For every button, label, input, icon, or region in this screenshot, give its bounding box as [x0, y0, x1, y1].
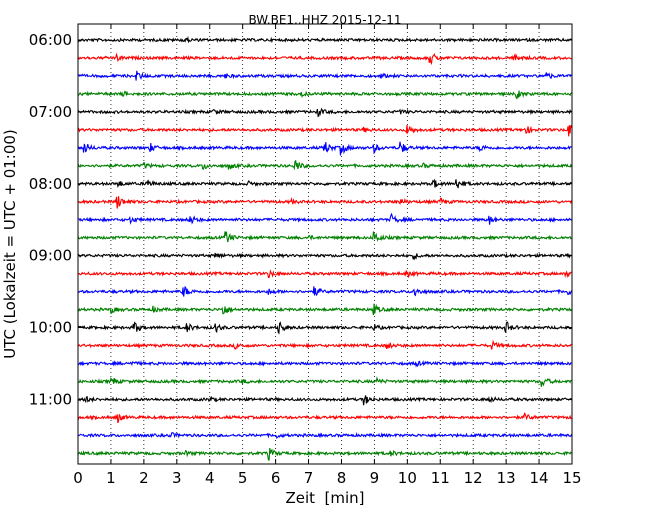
trace-row — [77, 285, 573, 297]
x-tick-label: 6 — [271, 469, 281, 487]
trace-row — [77, 303, 572, 316]
x-tick-label: 4 — [205, 469, 215, 487]
x-tick-label: 5 — [238, 469, 248, 487]
trace-row — [77, 412, 572, 424]
chart-title: BW.BE1..HHZ 2015-12-11 — [248, 13, 401, 27]
x-tick-label: 9 — [370, 469, 380, 487]
x-tick-label: 3 — [172, 469, 182, 487]
grid-lines — [110, 24, 540, 464]
trace-row — [78, 196, 573, 209]
trace-row — [77, 159, 573, 171]
x-tick-label: 14 — [530, 469, 549, 487]
trace-row — [77, 70, 572, 81]
trace-row — [77, 252, 572, 261]
trace-row — [77, 212, 572, 225]
trace-row — [77, 35, 572, 44]
trace-row — [77, 360, 572, 368]
y-tick-label: 08:00 — [29, 175, 72, 193]
y-axis-label: UTC (Lokalzeit = UTC + 01:00) — [1, 129, 19, 359]
x-tick-label: 2 — [139, 469, 149, 487]
x-tick-label: 8 — [337, 469, 347, 487]
plot-frame — [77, 23, 573, 465]
x-tick-label: 1 — [106, 469, 116, 487]
y-tick-label: 09:00 — [29, 247, 72, 265]
trace-row — [77, 125, 573, 137]
x-tick-label: 10 — [398, 469, 417, 487]
x-tick-label: 0 — [73, 469, 83, 487]
trace-row — [77, 339, 572, 350]
trace-row — [77, 178, 572, 189]
trace-row — [77, 107, 572, 118]
trace-row — [77, 269, 572, 279]
x-tick-label: 15 — [562, 469, 581, 487]
trace-row — [77, 52, 572, 66]
x-tick-label: 12 — [464, 469, 483, 487]
trace-row — [77, 141, 572, 156]
trace-row — [77, 447, 572, 461]
x-axis-ticks: 0 1 2 3 4 5 6 7 8 9 10 11 12 13 14 15 — [73, 24, 582, 487]
trace-row — [77, 432, 573, 439]
trace-row — [77, 321, 572, 335]
trace-row — [77, 376, 572, 387]
x-tick-label: 7 — [304, 469, 314, 487]
x-axis-label: Zeit [min] — [285, 489, 364, 507]
trace-row — [77, 395, 572, 406]
x-tick-label: 13 — [497, 469, 516, 487]
y-tick-label: 10:00 — [29, 319, 72, 337]
trace-row — [77, 90, 572, 100]
trace-row — [77, 230, 572, 243]
y-tick-label: 11:00 — [29, 390, 72, 408]
trace-rows — [77, 35, 573, 461]
y-axis-ticks: 06:00 07:00 08:00 09:00 10:00 11:00 — [29, 31, 572, 408]
x-tick-label: 11 — [431, 469, 450, 487]
y-tick-label: 07:00 — [29, 103, 72, 121]
y-tick-label: 06:00 — [29, 31, 72, 49]
